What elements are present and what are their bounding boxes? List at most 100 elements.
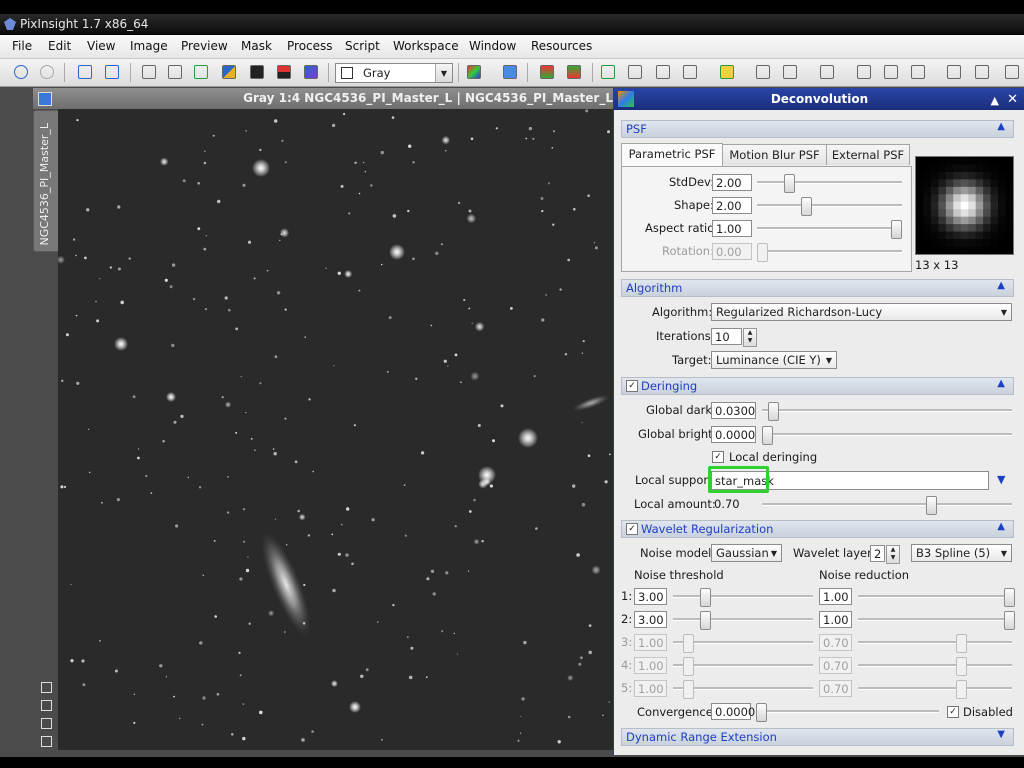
menu-window[interactable]: Window — [469, 39, 517, 53]
noise-threshold-field[interactable]: 1.00 — [634, 657, 667, 674]
mask-invert-icon[interactable] — [275, 63, 293, 81]
noise-reduction-slider[interactable] — [858, 657, 1012, 676]
window-tile-icon[interactable] — [681, 63, 699, 81]
more-icon[interactable] — [1003, 63, 1021, 81]
noise-threshold-slider[interactable] — [673, 588, 813, 607]
algorithm-select[interactable]: Regularized Richardson-Lucy ▼ — [711, 303, 1012, 321]
wavelet-scaling-select[interactable]: B3 Spline (5) ▼ — [911, 544, 1012, 562]
convergence-disabled-checkbox[interactable]: ✓ — [947, 706, 959, 718]
noise-threshold-field[interactable]: 3.00 — [634, 588, 667, 605]
noise-reduction-field[interactable]: 1.00 — [819, 611, 852, 628]
redo-icon[interactable] — [38, 63, 56, 81]
identifier-icon[interactable] — [76, 63, 94, 81]
global-bright-slider[interactable] — [762, 426, 1012, 445]
collapse-icon[interactable]: ▲ — [997, 521, 1005, 532]
panel-title-bar[interactable]: Deconvolution ▲ ✕ — [614, 88, 1024, 110]
noise-reduction-field[interactable]: 0.70 — [819, 680, 852, 697]
preview-add-icon[interactable] — [192, 63, 210, 81]
stf-auto-icon[interactable] — [565, 63, 583, 81]
global-dark-slider[interactable] — [762, 402, 1012, 421]
fit-view-icon[interactable] — [882, 63, 900, 81]
noise-threshold-slider[interactable] — [673, 611, 813, 630]
noise-model-select[interactable]: Gaussian ▼ — [711, 544, 782, 562]
undo-icon[interactable] — [12, 63, 30, 81]
local-deringing-checkbox[interactable]: ✓ — [712, 451, 724, 463]
noise-threshold-field[interactable]: 3.00 — [634, 611, 667, 628]
preview-new-icon[interactable] — [166, 63, 184, 81]
rotation-slider[interactable] — [757, 243, 902, 262]
wavelet-layers-spinner[interactable]: ▲ ▼ — [886, 545, 900, 564]
noise-reduction-slider[interactable] — [858, 680, 1012, 699]
wavelet-layers-field[interactable]: 2 — [870, 545, 885, 562]
menu-edit[interactable]: Edit — [48, 39, 72, 53]
readout-icon[interactable] — [855, 63, 873, 81]
section-wavelet-regularization[interactable]: ✓ Wavelet Regularization ▲ — [621, 520, 1014, 538]
zoom-1-1-icon[interactable] — [909, 63, 927, 81]
convergence-field[interactable]: 0.0000 — [711, 703, 755, 720]
menu-resources[interactable]: Resources — [531, 39, 593, 53]
noise-reduction-slider[interactable] — [858, 634, 1012, 653]
image-viewport[interactable] — [58, 109, 613, 750]
stf-link-icon[interactable] — [538, 63, 556, 81]
shade-icon[interactable] — [41, 682, 52, 693]
restore-icon[interactable] — [41, 736, 52, 747]
aspect-ratio-slider[interactable] — [757, 220, 902, 239]
deringing-checkbox[interactable]: ✓ — [626, 380, 638, 392]
tab-parametric-psf[interactable]: Parametric PSF — [621, 143, 723, 166]
chevron-down-icon[interactable]: ▼ — [435, 64, 452, 82]
noise-threshold-slider[interactable] — [673, 657, 813, 676]
duplicate-icon[interactable] — [103, 63, 121, 81]
noise-threshold-slider[interactable] — [673, 634, 813, 653]
global-dark-field[interactable]: 0.0300 — [711, 402, 756, 419]
stddev-slider[interactable] — [757, 174, 902, 193]
shape-field[interactable]: 2.00 — [712, 197, 752, 214]
noise-threshold-field[interactable]: 1.00 — [634, 680, 667, 697]
rgb-channels-icon[interactable] — [465, 63, 483, 81]
noise-reduction-field[interactable]: 0.70 — [819, 657, 852, 674]
stf-icon[interactable] — [501, 63, 519, 81]
local-support-dropdown-icon[interactable]: ▼ — [997, 473, 1006, 486]
astro-image[interactable] — [58, 109, 613, 750]
noise-threshold-field[interactable]: 1.00 — [634, 634, 667, 651]
menu-image[interactable]: Image — [130, 39, 168, 53]
menu-file[interactable]: File — [12, 39, 33, 53]
crosshair-icon[interactable] — [973, 63, 991, 81]
menu-mask[interactable]: Mask — [241, 39, 272, 53]
close-icon[interactable]: ✕ — [1007, 92, 1018, 107]
noise-reduction-field[interactable]: 1.00 — [819, 588, 852, 605]
aspect-ratio-field[interactable]: 1.00 — [712, 220, 752, 237]
zoom-in-icon[interactable] — [754, 63, 772, 81]
mask-icon[interactable] — [220, 63, 238, 81]
target-select[interactable]: Luminance (CIE Y) ▼ — [711, 351, 837, 369]
image-side-tab[interactable]: NGC4536_PI_Master_L — [33, 110, 59, 252]
menu-process[interactable]: Process — [287, 39, 333, 53]
iconize-icon[interactable] — [41, 718, 52, 729]
convergence-slider[interactable] — [756, 703, 939, 722]
edit-instance-icon[interactable] — [626, 63, 644, 81]
collapse-icon[interactable]: ▲ — [997, 378, 1005, 389]
shade-panel-icon[interactable]: ▲ — [990, 94, 999, 107]
section-dynamic-range-extension[interactable]: Dynamic Range Extension ▼ — [621, 728, 1014, 746]
image-window-title-bar[interactable]: Gray 1:4 NGC4536_PI_Master_L | NGC4536_P… — [33, 88, 613, 109]
new-instance-icon[interactable] — [599, 63, 617, 81]
tab-motion-blur-psf[interactable]: Motion Blur PSF — [722, 144, 827, 165]
section-deringing[interactable]: ✓ Deringing ▲ — [621, 377, 1014, 395]
noise-reduction-slider[interactable] — [858, 588, 1015, 607]
preview-icon[interactable] — [140, 63, 158, 81]
colorspace-combo[interactable]: Gray ▼ — [335, 63, 453, 83]
wavelet-checkbox[interactable]: ✓ — [626, 523, 638, 535]
collapse-icon[interactable]: ▲ — [997, 121, 1005, 132]
mask-show-icon[interactable] — [248, 63, 266, 81]
expand-icon[interactable]: ▼ — [997, 729, 1005, 740]
rotation-field[interactable]: 0.00 — [712, 243, 752, 260]
noise-threshold-slider[interactable] — [673, 680, 813, 699]
section-algorithm[interactable]: Algorithm ▲ — [621, 279, 1014, 297]
menu-view[interactable]: View — [87, 39, 116, 53]
iterations-spinner[interactable]: ▲ ▼ — [743, 328, 757, 347]
global-bright-field[interactable]: 0.0000 — [711, 426, 756, 443]
menu-preview[interactable]: Preview — [181, 39, 228, 53]
noise-reduction-field[interactable]: 0.70 — [819, 634, 852, 651]
cursor-icon[interactable] — [945, 63, 963, 81]
window-cascade-icon[interactable] — [654, 63, 672, 81]
menu-workspace[interactable]: Workspace — [393, 39, 459, 53]
